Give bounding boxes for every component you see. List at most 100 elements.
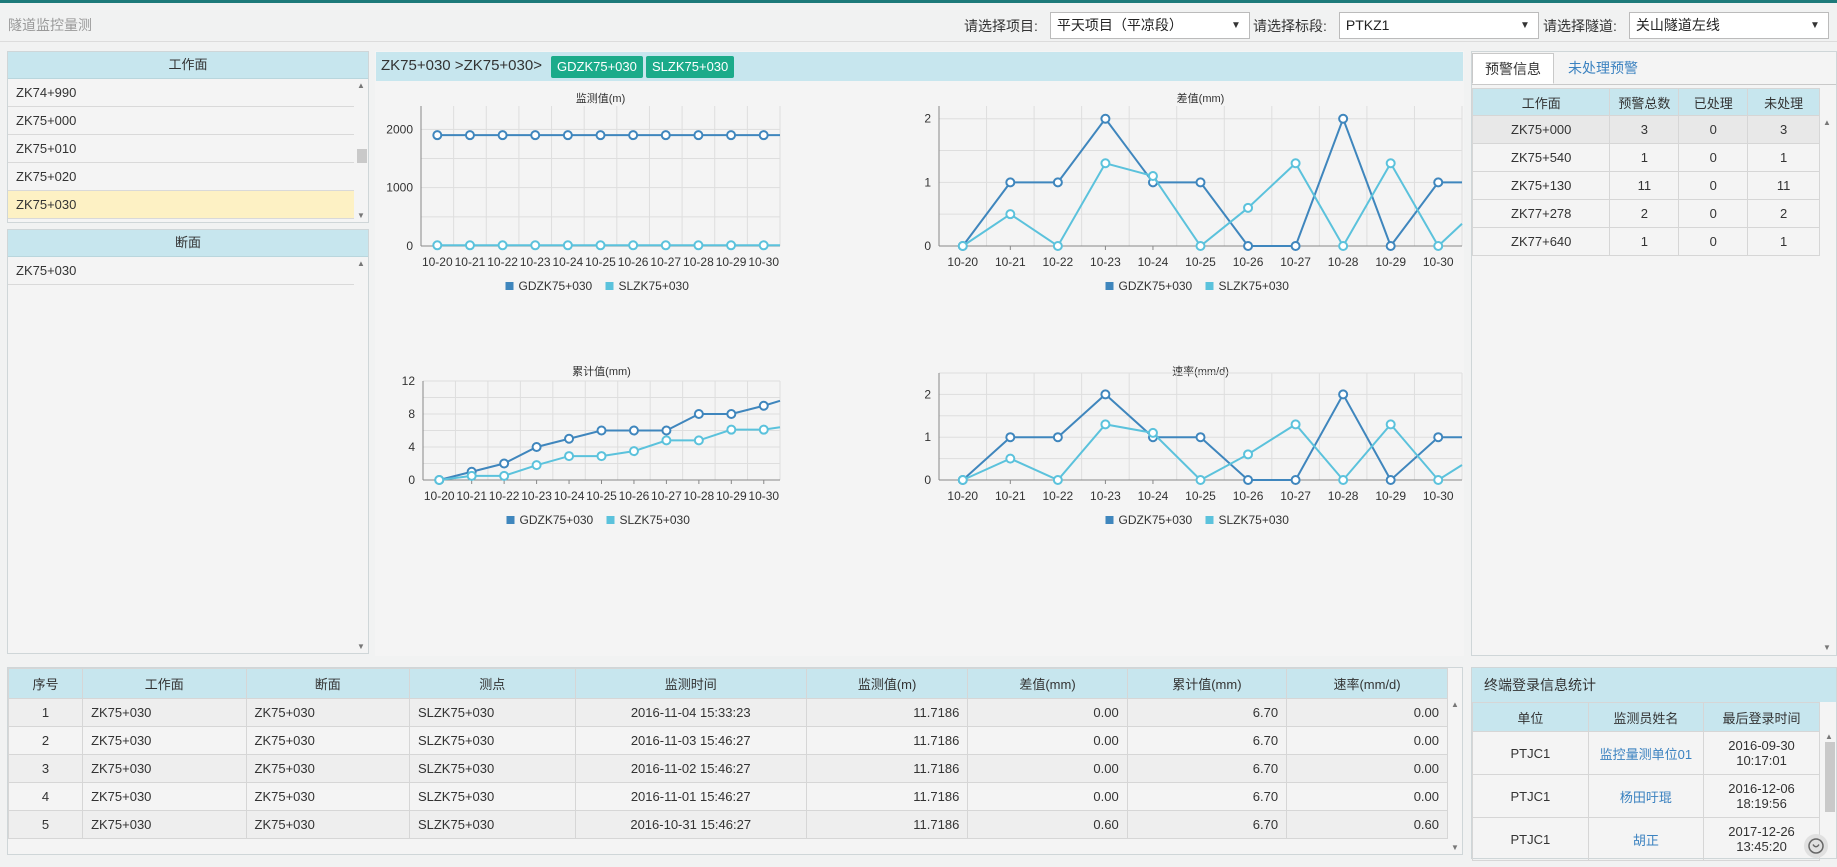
data-point[interactable] bbox=[466, 470, 477, 481]
data-point[interactable] bbox=[1052, 432, 1063, 443]
table-row[interactable]: 3 ZK75+030 ZK75+030 SLZK75+030 2016-11-02 15… bbox=[7, 754, 1448, 783]
warning-scrollbar[interactable]: ▲ ▼ bbox=[1821, 116, 1833, 654]
table-row[interactable]: ZK77+278 2 0 2 bbox=[1471, 199, 1820, 228]
data-point[interactable] bbox=[432, 130, 443, 141]
table-row[interactable]: ZK75+000 3 0 3 bbox=[1471, 115, 1820, 144]
data-point[interactable] bbox=[1243, 241, 1254, 251]
data-table-scrollbar[interactable]: ▲ ▼ bbox=[1449, 698, 1461, 854]
legend-label[interactable]: GDZK75+030 bbox=[519, 279, 593, 293]
data-point[interactable] bbox=[1147, 427, 1158, 438]
data-point[interactable] bbox=[432, 240, 443, 251]
data-point[interactable] bbox=[1005, 453, 1016, 464]
data-point[interactable] bbox=[497, 240, 508, 251]
table-row[interactable]: 1 ZK75+030 ZK75+030 SLZK75+030 2016-11-04 15… bbox=[7, 698, 1448, 727]
scroll-up-icon[interactable]: ▲ bbox=[357, 81, 365, 90]
data-point[interactable] bbox=[758, 240, 769, 251]
cross-section-scrollbar[interactable]: ▲ ▼ bbox=[355, 257, 367, 653]
data-point[interactable] bbox=[1433, 432, 1444, 443]
legend-label[interactable]: SLZK75+030 bbox=[619, 279, 690, 293]
table-row[interactable]: 4 ZK75+030 ZK75+030 SLZK75+030 2016-11-01 15… bbox=[7, 782, 1448, 811]
data-point[interactable] bbox=[1338, 241, 1349, 251]
data-point[interactable] bbox=[530, 130, 541, 141]
scroll-down-icon[interactable]: ▼ bbox=[1823, 643, 1831, 652]
data-point[interactable] bbox=[595, 240, 606, 251]
data-point[interactable] bbox=[758, 130, 769, 141]
monitor-name-link[interactable]: 杨田吁琨 bbox=[1619, 789, 1672, 805]
data-point[interactable] bbox=[497, 130, 508, 141]
data-point[interactable] bbox=[531, 460, 542, 471]
legend-label[interactable]: SLZK75+030 bbox=[1219, 279, 1290, 293]
data-point[interactable] bbox=[1005, 209, 1016, 220]
work-face-item[interactable]: ZK74+990 bbox=[8, 79, 354, 107]
scroll-up-icon[interactable]: ▲ bbox=[1825, 732, 1833, 741]
tab-unprocessed-warning[interactable]: 未处理预警 bbox=[1568, 60, 1638, 76]
table-row[interactable]: 2 ZK75+030 ZK75+030 SLZK75+030 2016-11-03 15… bbox=[7, 726, 1448, 755]
legend-label[interactable]: GDZK75+030 bbox=[1119, 279, 1193, 293]
table-row[interactable]: ZK75+130 11 0 11 bbox=[1471, 171, 1820, 200]
data-point[interactable] bbox=[1052, 241, 1063, 251]
data-point[interactable] bbox=[564, 433, 575, 444]
login-stats-scrollbar[interactable]: ▲ bbox=[1823, 730, 1835, 858]
data-point[interactable] bbox=[726, 130, 737, 141]
monitor-name-link[interactable]: 胡正 bbox=[1632, 832, 1659, 848]
data-point[interactable] bbox=[957, 241, 968, 251]
data-point[interactable] bbox=[562, 130, 573, 141]
scroll-down-icon[interactable]: ▼ bbox=[357, 211, 365, 220]
data-point[interactable] bbox=[1290, 475, 1301, 485]
data-point[interactable] bbox=[499, 470, 510, 481]
section-select[interactable]: PTKZ1 ▼ bbox=[1338, 12, 1539, 39]
data-point[interactable] bbox=[1290, 419, 1301, 430]
data-point[interactable] bbox=[1195, 475, 1206, 485]
data-point[interactable] bbox=[628, 240, 639, 251]
table-row[interactable]: ZK75+540 1 0 1 bbox=[1471, 143, 1820, 172]
data-point[interactable] bbox=[1385, 241, 1396, 251]
data-point[interactable] bbox=[464, 240, 475, 251]
cross-section-item[interactable]: ZK75+030 bbox=[8, 257, 354, 285]
work-face-scrollbar[interactable]: ▲ ▼ bbox=[355, 79, 367, 222]
data-point[interactable] bbox=[1290, 158, 1301, 169]
data-point[interactable] bbox=[661, 435, 672, 446]
data-point[interactable] bbox=[758, 400, 769, 411]
work-face-item[interactable]: ZK75+010 bbox=[8, 135, 354, 163]
data-point[interactable] bbox=[660, 130, 671, 141]
data-point[interactable] bbox=[1338, 475, 1349, 485]
scroll-up-icon[interactable]: ▲ bbox=[1823, 118, 1831, 127]
series-tag[interactable]: GDZK75+030 bbox=[551, 56, 643, 78]
data-point[interactable] bbox=[1052, 475, 1063, 485]
data-point[interactable] bbox=[1243, 202, 1254, 213]
data-point[interactable] bbox=[726, 424, 737, 435]
data-point[interactable] bbox=[1100, 419, 1111, 430]
data-point[interactable] bbox=[1100, 158, 1111, 169]
data-point[interactable] bbox=[693, 130, 704, 141]
data-point[interactable] bbox=[628, 425, 639, 436]
data-point[interactable] bbox=[1195, 177, 1206, 188]
data-point[interactable] bbox=[596, 425, 607, 436]
tab-warning-info[interactable]: 预警信息 bbox=[1472, 53, 1554, 84]
data-point[interactable] bbox=[1005, 177, 1016, 188]
work-face-item[interactable]: ZK75+020 bbox=[8, 163, 354, 191]
data-point[interactable] bbox=[1385, 419, 1396, 430]
table-row[interactable]: 5 ZK75+030 ZK75+030 SLZK75+030 2016-10-31 15… bbox=[7, 810, 1448, 839]
legend-label[interactable]: SLZK75+030 bbox=[620, 513, 691, 527]
data-point[interactable] bbox=[758, 424, 769, 435]
data-point[interactable] bbox=[1385, 475, 1396, 485]
project-select[interactable]: 平天项目（平凉段） ▼ bbox=[1049, 12, 1250, 39]
data-point[interactable] bbox=[1433, 241, 1444, 251]
chat-support-icon[interactable] bbox=[1804, 834, 1828, 858]
data-point[interactable] bbox=[1385, 158, 1396, 169]
data-point[interactable] bbox=[660, 240, 671, 251]
scroll-down-icon[interactable]: ▼ bbox=[357, 642, 365, 651]
data-point[interactable] bbox=[596, 451, 607, 462]
work-face-item[interactable]: ZK75+000 bbox=[8, 107, 354, 135]
scroll-up-icon[interactable]: ▲ bbox=[357, 259, 365, 268]
scroll-up-icon[interactable]: ▲ bbox=[1451, 700, 1459, 709]
data-point[interactable] bbox=[628, 130, 639, 141]
data-point[interactable] bbox=[1100, 389, 1111, 400]
legend-label[interactable]: GDZK75+030 bbox=[520, 513, 594, 527]
data-point[interactable] bbox=[726, 240, 737, 251]
data-point[interactable] bbox=[464, 130, 475, 141]
data-point[interactable] bbox=[1195, 241, 1206, 251]
data-point[interactable] bbox=[595, 130, 606, 141]
scrollbar-thumb[interactable] bbox=[1825, 742, 1835, 812]
data-point[interactable] bbox=[530, 240, 541, 251]
